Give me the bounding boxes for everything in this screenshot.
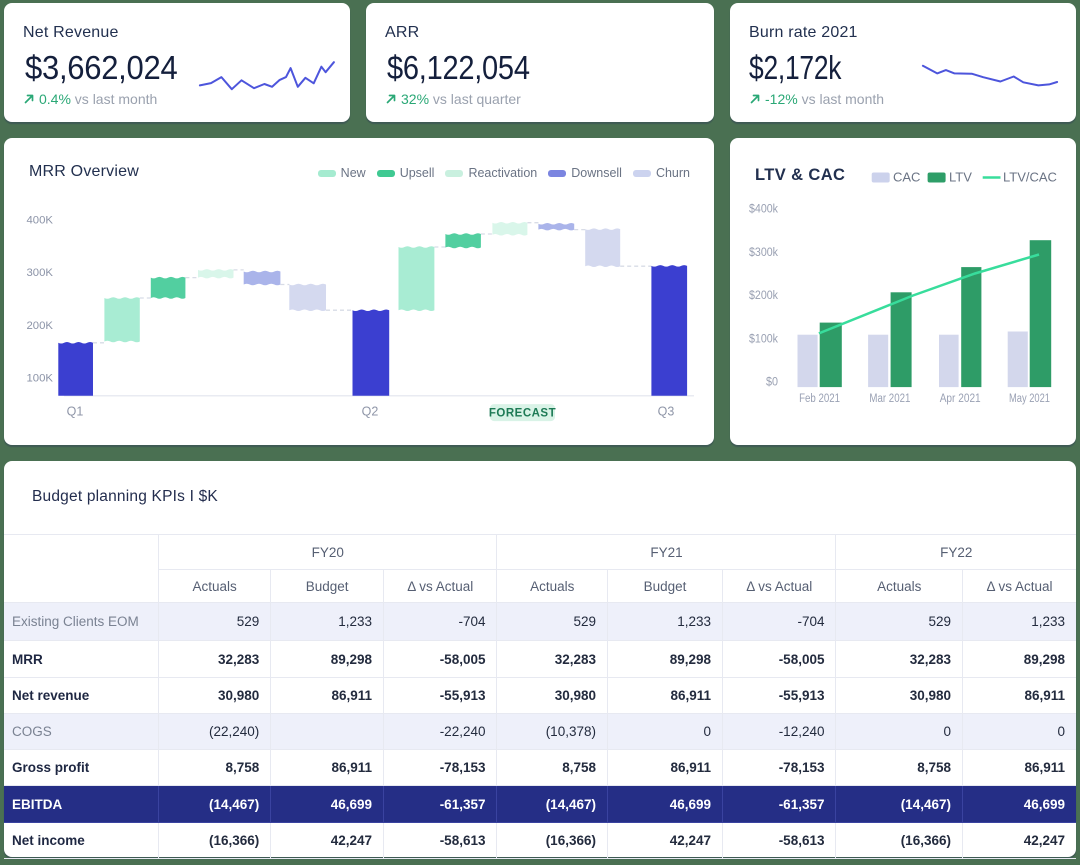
svg-text:$400k: $400k bbox=[749, 204, 778, 216]
svg-text:Mar 2021: Mar 2021 bbox=[869, 393, 910, 405]
svg-text:LTV & CAC: LTV & CAC bbox=[755, 166, 845, 184]
svg-text:FORECAST: FORECAST bbox=[489, 408, 556, 420]
svg-text:CAC: CAC bbox=[893, 170, 920, 185]
svg-text:$0: $0 bbox=[766, 377, 778, 389]
svg-text:$100k: $100k bbox=[749, 333, 778, 345]
svg-text:LTV: LTV bbox=[949, 170, 972, 185]
svg-text:Q2: Q2 bbox=[362, 405, 379, 419]
svg-text:May 2021: May 2021 bbox=[1009, 393, 1050, 405]
svg-text:Apr 2021: Apr 2021 bbox=[940, 393, 981, 405]
svg-text:LTV/CAC: LTV/CAC bbox=[1003, 170, 1057, 185]
svg-text:$300k: $300k bbox=[749, 247, 778, 259]
svg-text:300K: 300K bbox=[27, 267, 54, 279]
svg-text:200K: 200K bbox=[27, 320, 54, 332]
svg-text:Q1: Q1 bbox=[67, 405, 84, 419]
svg-text:$200k: $200k bbox=[749, 290, 778, 302]
svg-text:400K: 400K bbox=[27, 215, 54, 227]
svg-text:Feb 2021: Feb 2021 bbox=[799, 393, 840, 405]
svg-text:100K: 100K bbox=[27, 373, 54, 385]
svg-text:Q3: Q3 bbox=[658, 405, 675, 419]
